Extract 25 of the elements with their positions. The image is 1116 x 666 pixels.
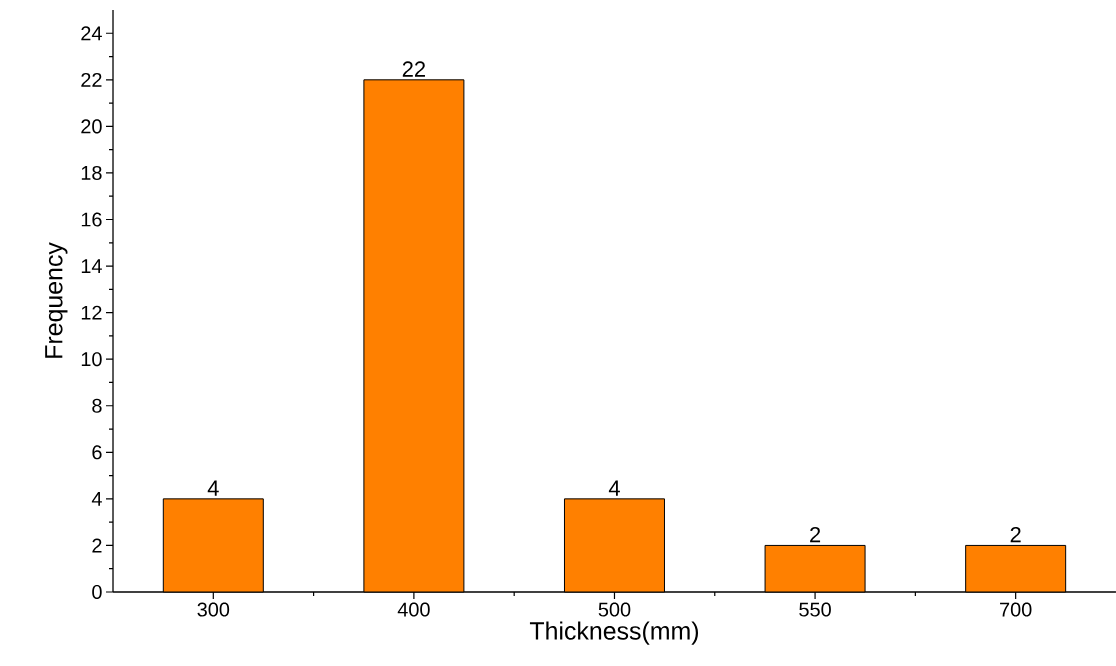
y-tick-label: 4 (91, 492, 102, 506)
x-tick-label: 400 (397, 602, 430, 617)
y-tick-label: 2 (92, 538, 102, 553)
x-tick-label: 550 (799, 602, 831, 617)
data-label: 4 (608, 480, 620, 496)
y-tick-label: 18 (81, 165, 102, 180)
y-tick-label: 22 (81, 72, 102, 87)
x-tick-label: 300 (197, 602, 230, 617)
x-tick-label: 700 (1000, 602, 1032, 617)
data-label: 4 (207, 480, 219, 496)
y-tick-label: 6 (92, 445, 102, 460)
x-tick-label: 500 (598, 602, 631, 617)
data-label: 2 (810, 526, 821, 543)
y-tick-label: 24 (81, 26, 102, 41)
y-axis-title: Frequency (45, 242, 68, 358)
y-tick-label: 14 (81, 259, 102, 273)
y-tick-label: 8 (92, 398, 102, 413)
y-tick-label: 10 (81, 352, 102, 367)
data-label: 22 (402, 61, 425, 77)
y-tick-label: 0 (92, 584, 102, 600)
y-tick-label: 16 (81, 212, 102, 227)
y-tick-label: 20 (81, 119, 102, 134)
x-axis-title: Thickness(mm) (529, 621, 699, 645)
data-label: 2 (1010, 526, 1021, 543)
y-tick-label: 12 (81, 305, 102, 320)
